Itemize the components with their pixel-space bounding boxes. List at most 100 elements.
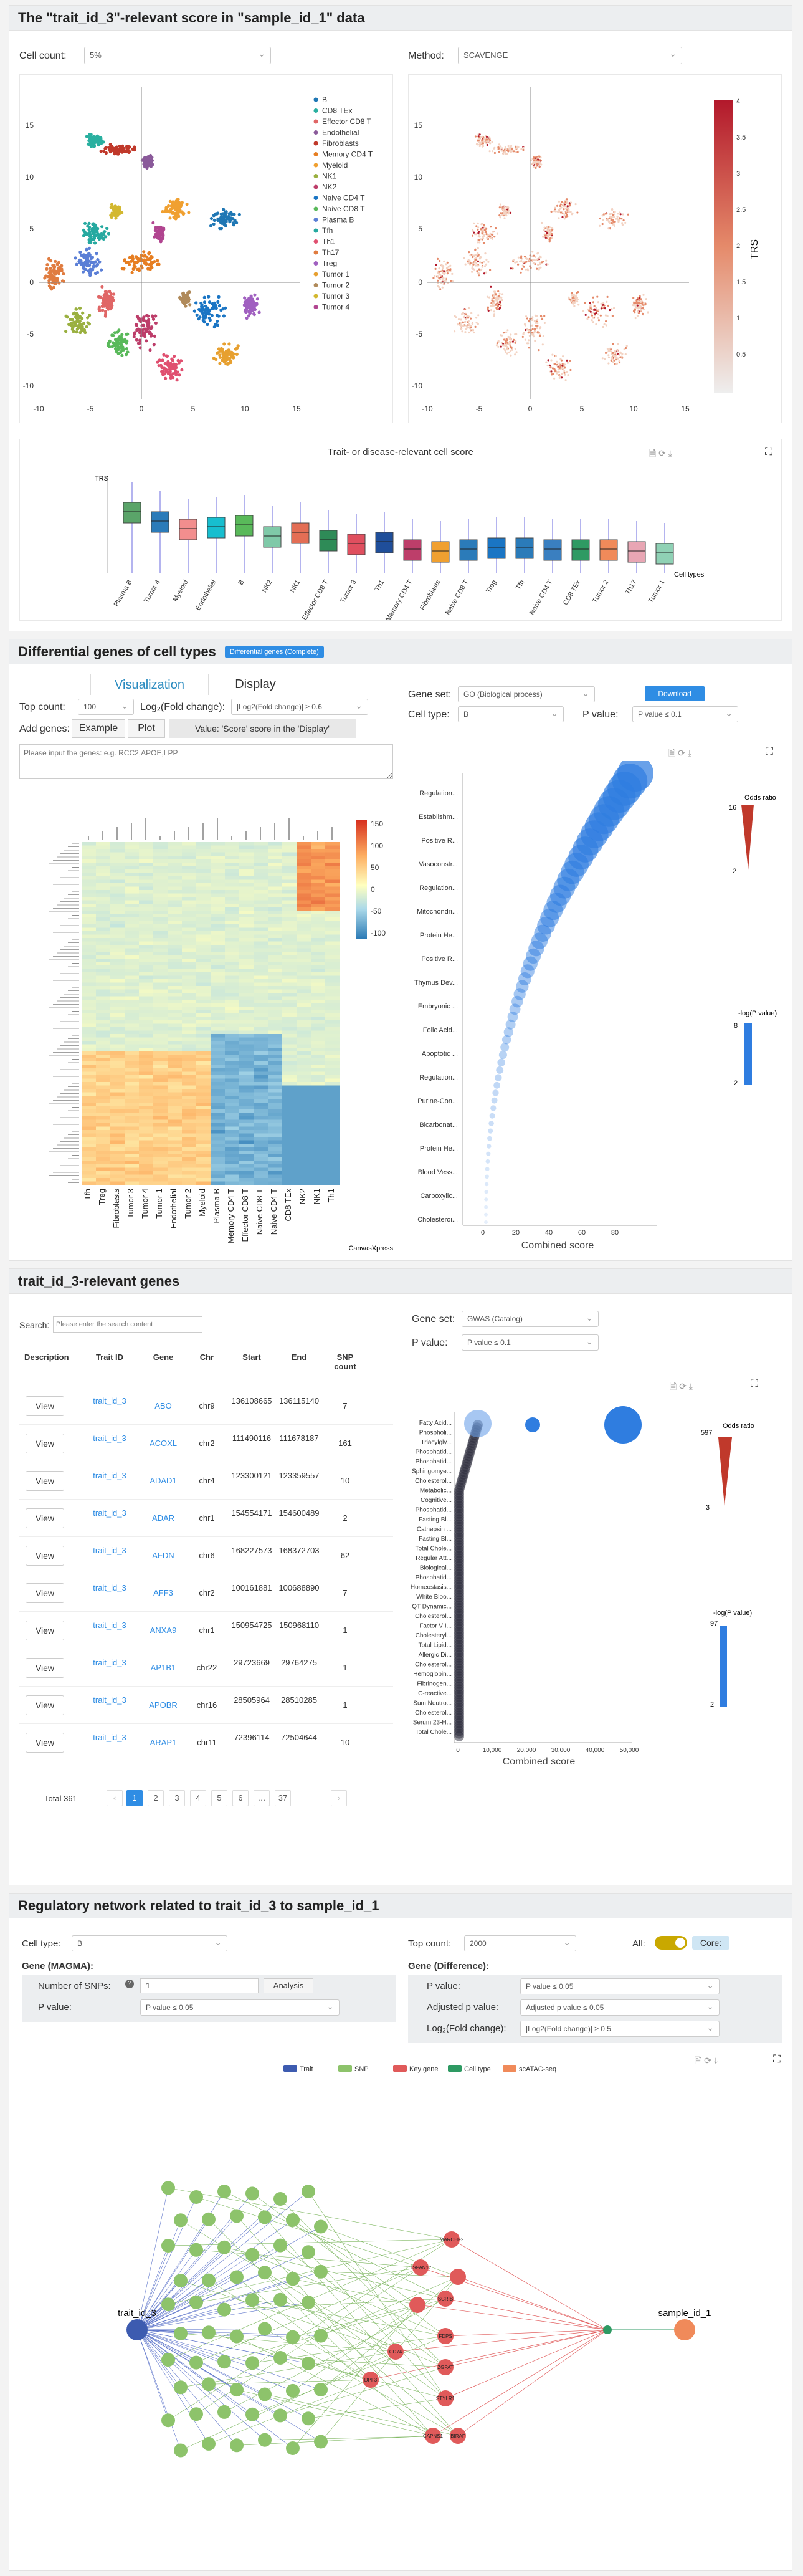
heatmap-cell	[211, 914, 225, 917]
heatmap-cell	[182, 945, 196, 949]
heatmap-cell	[96, 859, 110, 863]
trs-point	[516, 151, 519, 153]
trs-point	[492, 297, 495, 300]
heatmap-cell	[139, 1023, 153, 1027]
heatmap-cell	[96, 893, 110, 897]
heatmap-cell	[325, 914, 340, 917]
heatmap-cell	[125, 965, 139, 969]
heatmap-cell	[196, 1061, 211, 1065]
download-button[interactable]: Download	[645, 686, 705, 701]
go-term-label: Protein He...	[420, 932, 458, 939]
heatmap-cell	[125, 1119, 139, 1123]
go-term-label: Protein He...	[420, 1145, 458, 1152]
heatmap-cell	[311, 1109, 325, 1113]
fullscreen-icon[interactable]: ⛶	[766, 745, 773, 757]
umap-point	[55, 262, 59, 266]
trs-point	[498, 292, 501, 295]
heatmap-cell	[82, 1123, 96, 1127]
umap-point	[70, 324, 74, 328]
trs-point	[459, 322, 462, 325]
heatmap-cell	[196, 1161, 211, 1164]
tab-visualization[interactable]: Visualization	[90, 674, 209, 695]
heatmap-cell	[282, 982, 297, 986]
cellcount-select[interactable]: 5%	[84, 47, 271, 64]
pvalue-select[interactable]: P value ≤ 0.1	[632, 706, 738, 722]
heatmap-cell	[254, 952, 268, 955]
trs-point	[591, 317, 594, 319]
trs-point	[499, 203, 502, 206]
heatmap-cell	[96, 852, 110, 856]
heatmap-cell	[182, 1178, 196, 1182]
heatmap-cell	[196, 1082, 211, 1086]
heatmap-cell	[125, 1017, 139, 1020]
go-term-label: Positive R...	[421, 955, 458, 963]
box-category-label: Treg	[485, 579, 498, 595]
umap-point	[114, 216, 118, 220]
umap-point	[78, 306, 82, 310]
trs-point	[508, 336, 511, 338]
trs-point	[521, 267, 523, 271]
heatmap-colorbar	[356, 820, 367, 939]
heatmap-cell	[297, 852, 311, 856]
umap-point	[158, 227, 162, 231]
heatmap-cell	[325, 866, 340, 869]
umap-point	[113, 338, 118, 342]
heatmap-cell	[311, 934, 325, 938]
tab-display[interactable]: Display	[235, 678, 276, 691]
trs-point	[563, 202, 565, 204]
heatmap-cell	[254, 1089, 268, 1093]
heatmap-cell	[196, 1020, 211, 1024]
log2-select[interactable]: |Log2(Fold change)| ≥ 0.6	[231, 699, 368, 715]
trs-point	[566, 206, 568, 209]
heatmap-cell	[297, 1092, 311, 1096]
heatmap-cell	[211, 1181, 225, 1185]
heatmap-cell	[125, 914, 139, 917]
heatmap-cell	[297, 921, 311, 924]
plot-button[interactable]: Plot	[128, 719, 165, 738]
heatmap-cell	[110, 1089, 125, 1093]
genes-input[interactable]	[19, 744, 393, 779]
heatmap-cell	[110, 1130, 125, 1134]
geneset-select[interactable]: GO (Biological process)	[458, 686, 595, 702]
heatmap-cell	[139, 1144, 153, 1147]
umap-point	[144, 319, 148, 323]
heatmap-cell	[110, 959, 125, 962]
trs-point	[594, 309, 597, 311]
heatmap-cell	[139, 955, 153, 959]
trs-point	[525, 261, 528, 263]
heatmap-cell	[125, 876, 139, 880]
example-button[interactable]: Example	[72, 719, 125, 738]
boxplot-svg: TRS Plasma B Tumor 4 Myeloid Endothelial B NK…	[95, 475, 705, 620]
go-term-label: Regulation...	[419, 1074, 458, 1081]
heatmap-cell	[168, 893, 182, 897]
heatmap-cell	[82, 856, 96, 859]
heatmap-cell	[82, 890, 96, 894]
heatmap-cell	[239, 1000, 254, 1003]
umap-point	[52, 285, 55, 289]
topcount-select[interactable]: 100	[78, 699, 134, 715]
celltype-select[interactable]: B	[458, 706, 564, 722]
heatmap-cell	[182, 1003, 196, 1007]
trs-point	[488, 296, 491, 299]
trs-point	[619, 213, 622, 216]
heatmap-cell	[254, 1055, 268, 1058]
trs-point	[542, 335, 544, 337]
heatmap-cell	[225, 911, 239, 914]
heatmap-cell	[225, 1147, 239, 1151]
heatmap-cell	[211, 972, 225, 976]
method-select[interactable]: SCAVENGE	[458, 47, 682, 64]
heatmap-cell	[82, 1082, 96, 1086]
boxplot-tools-icon[interactable]: 🗎 ⟳ ⤓	[649, 448, 672, 458]
heatmap-cell	[139, 1147, 153, 1151]
heatmap-cell	[139, 986, 153, 990]
trs-point	[601, 223, 604, 226]
heatmap-cell	[239, 931, 254, 935]
fullscreen-icon[interactable]: ⛶	[765, 446, 772, 457]
diff-complete-badge[interactable]: Differential genes (Complete)	[224, 646, 324, 658]
heatmap-cell	[239, 1137, 254, 1141]
heatmap-cell	[325, 897, 340, 901]
heatmap-cell	[82, 1147, 96, 1151]
trs-point	[558, 376, 561, 379]
heatmap-cell	[125, 1167, 139, 1171]
bubble-tools-icon[interactable]: 🗎 ⟳ ⤓	[668, 748, 691, 758]
